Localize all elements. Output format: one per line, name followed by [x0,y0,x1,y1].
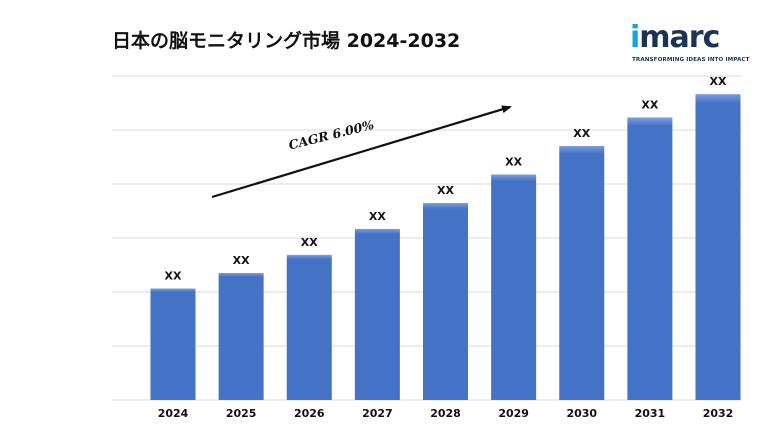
cagr-arrow-line [211,105,512,199]
bar-2032 [695,94,741,401]
data-label-2025: XX [233,254,250,267]
bar-2029 [491,174,537,400]
bar-2026 [286,254,332,400]
data-label-2031: XX [641,98,658,111]
data-labels: XX XX XX XX XX XX XX XX XX [165,75,727,282]
chart-title: 日本の脳モニタリング市場 2024-2032 [112,30,461,52]
imarc-logo: imarc TRANSFORMING IDEAS INTO IMPACT [628,18,750,70]
tick-label-2025: 2025 [226,407,257,420]
bar-2027 [354,228,400,400]
bar-2030 [559,145,605,400]
bars [150,94,741,401]
logo-letter-rest: marc [639,20,720,55]
data-label-2032: XX [710,75,727,88]
data-label-2027: XX [369,210,386,223]
tick-label-2030: 2030 [566,407,597,420]
logo-letter-accent: i [630,20,640,55]
data-label-2029: XX [505,155,522,168]
bar-2024 [150,288,196,400]
bar-2031 [627,117,673,401]
logo-wordmark: imarc [630,20,720,56]
tick-label-2029: 2029 [498,407,529,420]
cagr-arrow [211,105,512,199]
data-label-2024: XX [165,270,182,283]
data-label-2026: XX [301,236,318,249]
tick-label-2027: 2027 [362,407,393,420]
tick-label-2026: 2026 [294,407,325,420]
bar-2028 [423,203,468,400]
tick-label-2031: 2031 [635,407,666,420]
x-axis-ticks: 2024 2025 2026 2027 2028 2029 2030 2031 2032 [158,407,734,420]
tick-label-2028: 2028 [430,407,461,420]
logo-tagline: TRANSFORMING IDEAS INTO IMPACT [632,57,750,63]
tick-label-2032: 2032 [703,407,734,420]
data-label-2028: XX [437,184,454,197]
bar-2025 [218,272,264,400]
tick-label-2024: 2024 [158,407,189,420]
data-label-2030: XX [573,127,590,140]
